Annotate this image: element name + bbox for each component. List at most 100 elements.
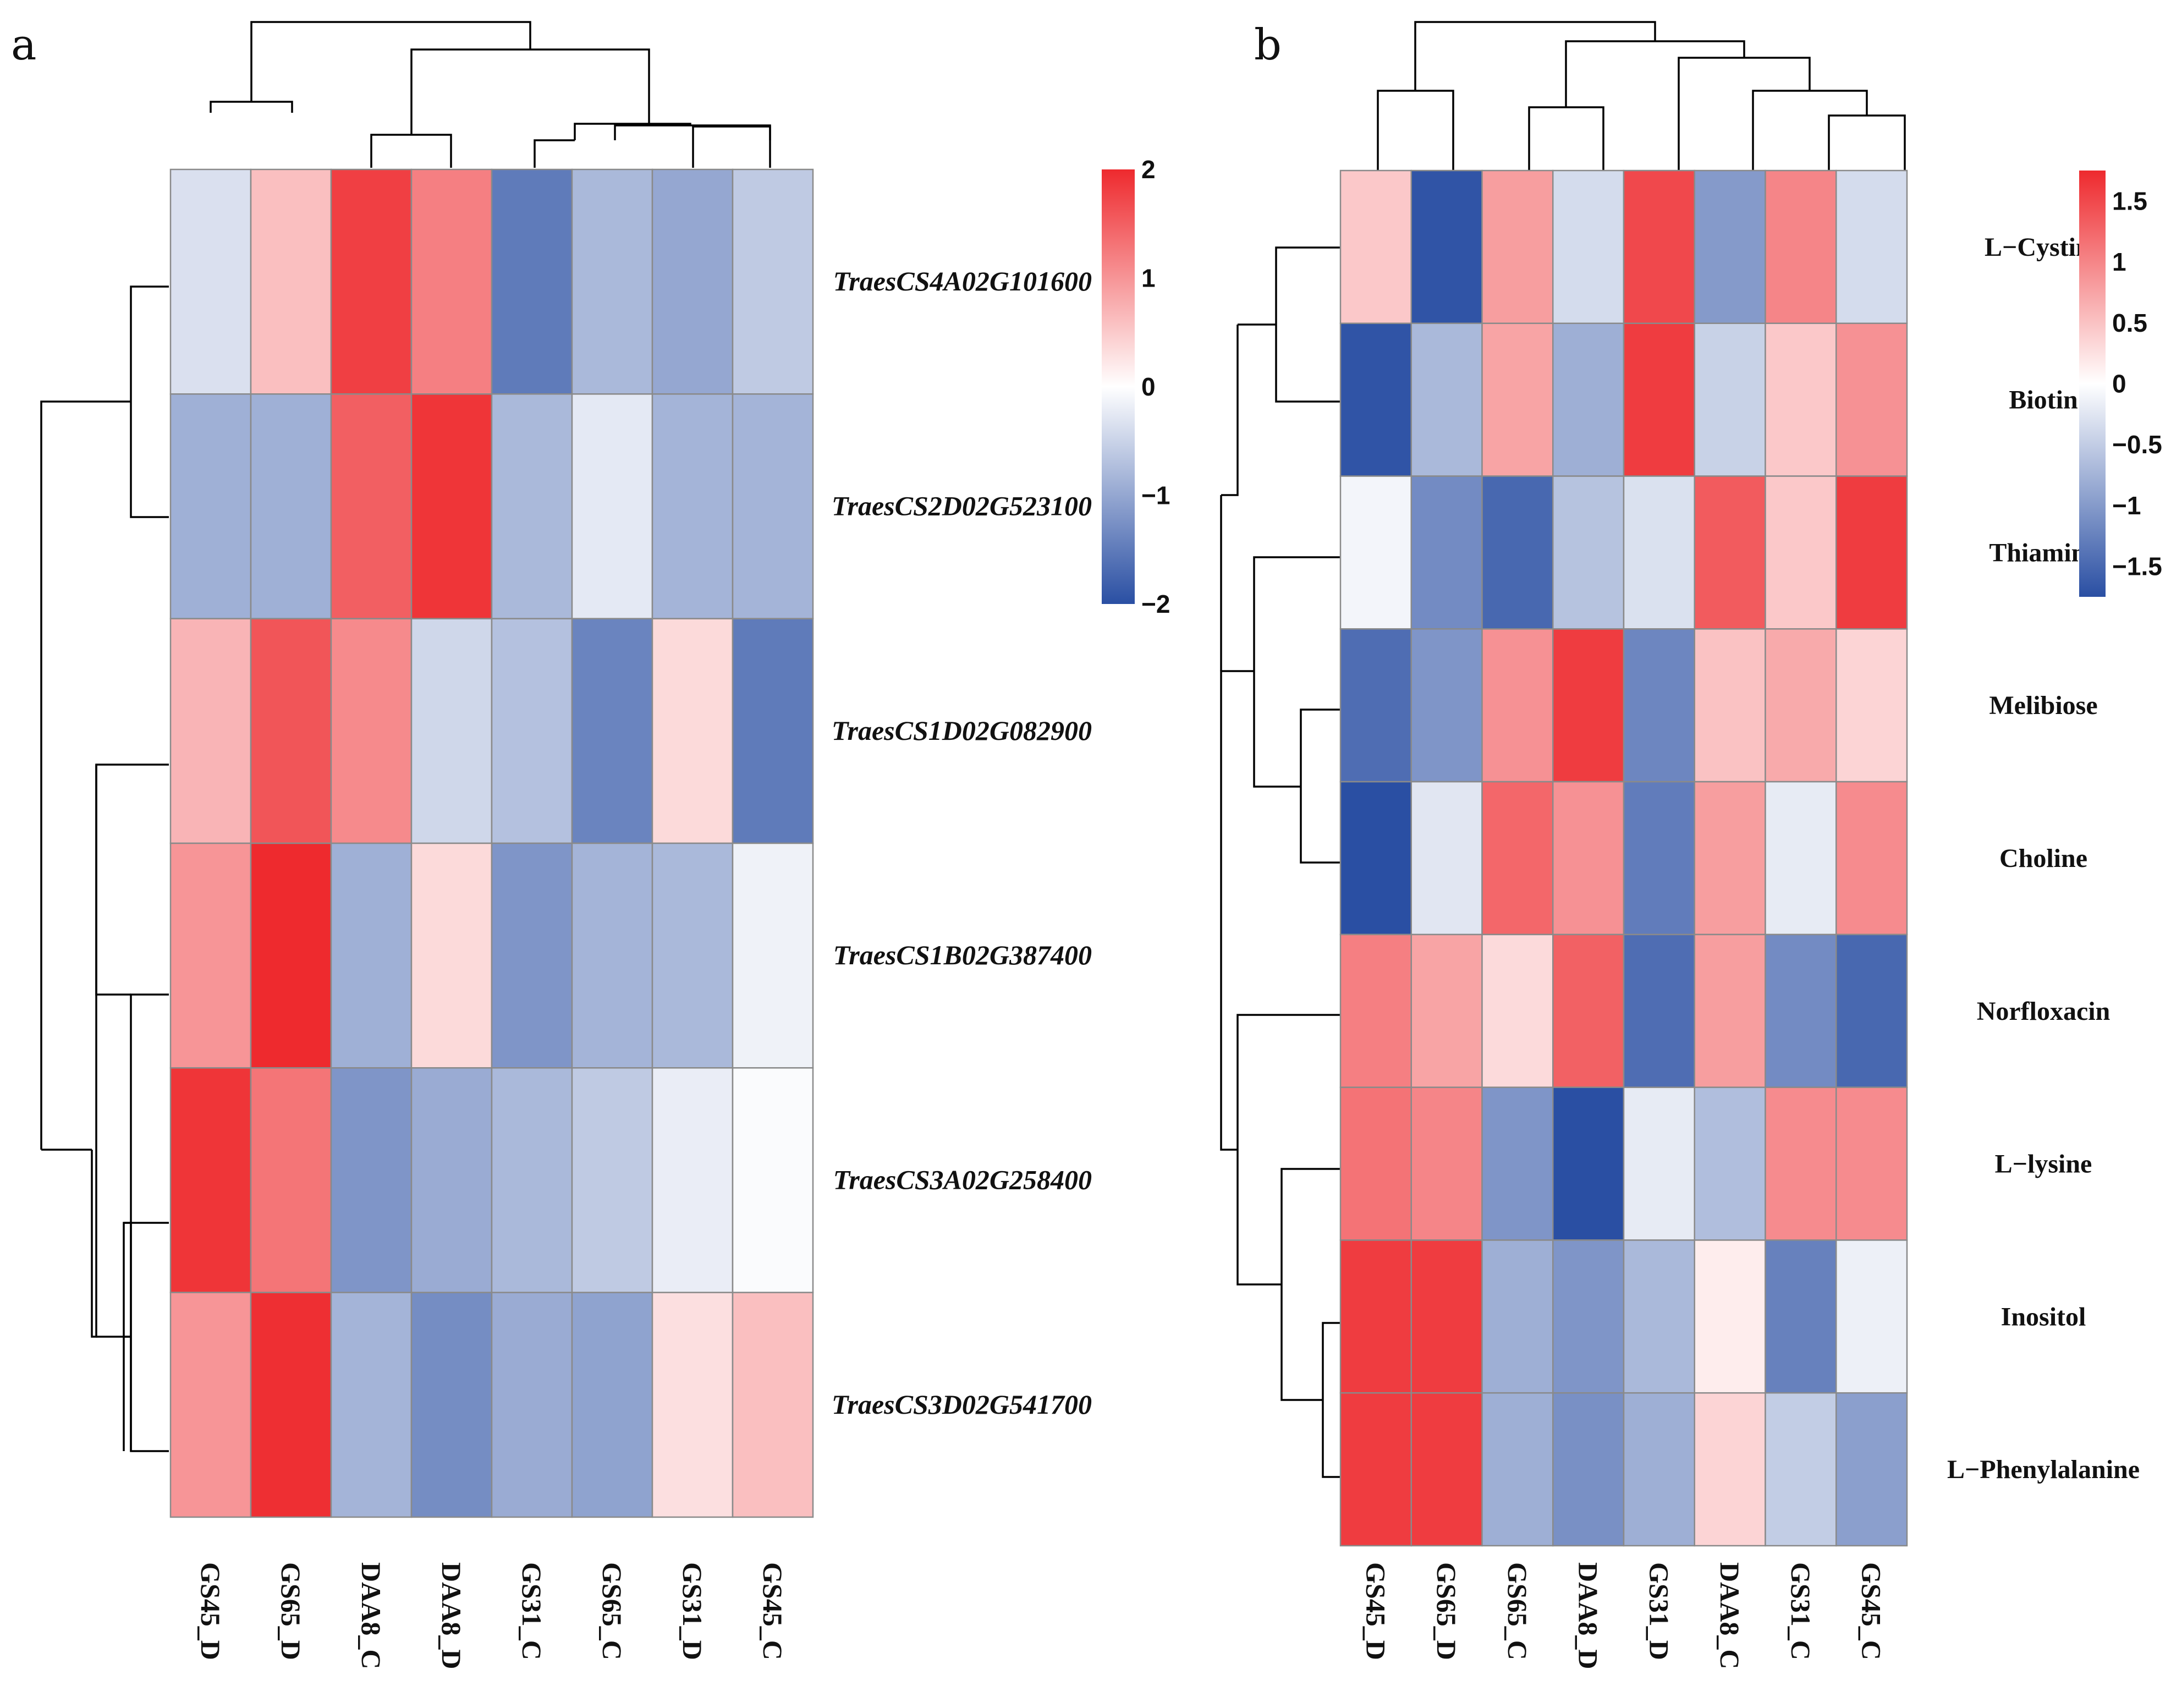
- heatmap-cell-b-0-1: [1410, 169, 1483, 325]
- heatmap-cell-b-8-6: [1765, 1392, 1837, 1547]
- heatmap-cell-b-7-6: [1765, 1239, 1837, 1394]
- column-label-b-2: GS65_C: [1502, 1562, 1533, 1660]
- column-label-a-2: DAA8_C: [356, 1562, 387, 1669]
- heatmap-cell-b-5-1: [1410, 933, 1483, 1088]
- heatmap-cell-a-5-6: [651, 1292, 734, 1518]
- column-dendrogram-a: [210, 21, 771, 168]
- heatmap-cell-b-7-0: [1339, 1239, 1412, 1394]
- row-dendrogram-a: [40, 285, 169, 1452]
- heatmap-cell-b-2-1: [1410, 475, 1483, 630]
- heatmap-cell-b-5-7: [1835, 933, 1908, 1088]
- heatmap-cell-a-4-1: [250, 1067, 332, 1293]
- heatmap-cell-a-5-3: [410, 1292, 493, 1518]
- heatmap-cell-b-8-1: [1410, 1392, 1483, 1547]
- heatmap-cell-b-2-6: [1765, 475, 1837, 630]
- heatmap-cell-b-5-4: [1623, 933, 1695, 1088]
- heatmap-cell-b-7-1: [1410, 1239, 1483, 1394]
- heatmap-cell-a-4-7: [732, 1067, 814, 1293]
- heatmap-cell-b-2-0: [1339, 475, 1412, 630]
- heatmap-cell-a-5-2: [330, 1292, 413, 1518]
- heatmap-cell-a-2-7: [732, 618, 814, 844]
- heatmap-cell-b-3-2: [1481, 628, 1554, 783]
- heatmap-grid-b: [1339, 169, 1908, 1547]
- legend-tick-a-2: 0: [1141, 372, 1156, 401]
- heatmap-cell-b-2-2: [1481, 475, 1554, 630]
- column-label-b-1: GS65_D: [1431, 1562, 1462, 1660]
- heatmap-cell-a-4-0: [169, 1067, 252, 1293]
- heatmap-cell-a-4-5: [571, 1067, 653, 1293]
- heatmap-cell-a-0-1: [250, 168, 332, 395]
- heatmap-cell-b-8-4: [1623, 1392, 1695, 1547]
- heatmap-cell-b-4-7: [1835, 781, 1908, 936]
- heatmap-cell-b-5-6: [1765, 933, 1837, 1088]
- column-labels-b: GS45_D GS65_D GS65_C DAA8_D GS31_D DAA8_C GS31…: [1360, 1562, 1887, 1669]
- legend-tick-b-2: 0.5: [2112, 309, 2147, 337]
- legend-bar-b: [2079, 171, 2106, 597]
- heatmap-cell-b-0-0: [1339, 169, 1412, 325]
- row-label-b-8: L−Phenylalanine: [1947, 1455, 2140, 1484]
- heatmap-cell-b-6-3: [1552, 1086, 1625, 1241]
- heatmap-cell-a-1-3: [410, 393, 493, 619]
- row-labels-a: TraesCS4A02G101600 TraesCS2D02G523100 Trae…: [832, 266, 1092, 1420]
- heatmap-cell-b-1-6: [1765, 322, 1837, 477]
- heatmap-cell-a-1-0: [169, 393, 252, 619]
- column-label-b-4: GS31_D: [1644, 1562, 1674, 1660]
- legend-tick-b-3: 0: [2112, 370, 2126, 398]
- heatmap-grid-a: [169, 168, 814, 1518]
- heatmap-cell-b-4-2: [1481, 781, 1554, 936]
- heatmap-cell-a-3-7: [732, 842, 814, 1069]
- heatmap-cell-b-1-1: [1410, 322, 1483, 477]
- row-label-a-3: TraesCS1B02G387400: [833, 940, 1092, 970]
- row-labels-b: L−CystineBiotinThiamineMelibioseCholineN…: [1947, 233, 2140, 1484]
- row-dendrogram-b: [1220, 246, 1340, 1478]
- column-label-b-6: GS31_C: [1785, 1562, 1816, 1660]
- heatmap-cell-b-3-6: [1765, 628, 1837, 783]
- heatmap-cell-b-8-2: [1481, 1392, 1554, 1547]
- heatmap-cell-b-0-7: [1835, 169, 1908, 325]
- heatmap-cell-b-1-4: [1623, 322, 1695, 477]
- heatmap-cell-b-2-4: [1623, 475, 1695, 630]
- heatmap-cell-a-3-6: [651, 842, 734, 1069]
- heatmap-cell-b-5-3: [1552, 933, 1625, 1088]
- row-label-a-0: TraesCS4A02G101600: [833, 266, 1092, 296]
- row-label-b-3: Melibiose: [1989, 691, 2097, 720]
- heatmap-cell-a-1-2: [330, 393, 413, 619]
- heatmap-cell-a-1-4: [491, 393, 573, 619]
- heatmap-cell-b-7-7: [1835, 1239, 1908, 1394]
- heatmap-cell-a-2-6: [651, 618, 734, 844]
- column-labels-a: GS45_D GS65_D DAA8_C DAA8_D GS31_C GS65_C GS31…: [195, 1562, 788, 1669]
- column-label-a-1: GS65_D: [276, 1562, 306, 1660]
- heatmap-cell-a-0-7: [732, 168, 814, 395]
- heatmap-cell-b-6-1: [1410, 1086, 1483, 1241]
- panel-b-letter: b: [1254, 20, 1282, 70]
- heatmap-cell-b-4-4: [1623, 781, 1695, 936]
- heatmap-cell-b-1-0: [1339, 322, 1412, 477]
- heatmap-cell-b-3-1: [1410, 628, 1483, 783]
- heatmap-cell-b-7-3: [1552, 1239, 1625, 1394]
- column-label-a-0: GS45_D: [195, 1562, 226, 1660]
- heatmap-cell-a-3-1: [250, 842, 332, 1069]
- heatmap-cell-a-0-2: [330, 168, 413, 395]
- column-label-b-7: GS45_C: [1856, 1562, 1887, 1660]
- heatmap-cell-b-0-6: [1765, 169, 1837, 325]
- heatmap-cell-b-3-4: [1623, 628, 1695, 783]
- heatmap-cell-b-5-0: [1339, 933, 1412, 1088]
- row-label-b-6: L−lysine: [1995, 1150, 2092, 1179]
- heatmap-cell-a-1-1: [250, 393, 332, 619]
- heatmap-cell-b-4-1: [1410, 781, 1483, 936]
- heatmap-cell-a-3-5: [571, 842, 653, 1069]
- legend-ticks-b: 1.5 1 0.5 0 −0.5 −1 −1.5: [2112, 186, 2162, 580]
- row-label-a-5: TraesCS3D02G541700: [832, 1389, 1092, 1420]
- heatmap-cell-b-4-6: [1765, 781, 1837, 936]
- column-dendrogram-b: [1377, 21, 1906, 171]
- column-label-a-4: GS31_C: [516, 1562, 547, 1660]
- heatmap-cell-b-0-2: [1481, 169, 1554, 325]
- heatmap-cell-b-2-7: [1835, 475, 1908, 630]
- heatmap-cell-b-0-4: [1623, 169, 1695, 325]
- heatmap-cell-a-5-1: [250, 1292, 332, 1518]
- legend-tick-b-4: −0.5: [2112, 430, 2162, 459]
- legend-tick-b-6: −1.5: [2112, 552, 2162, 581]
- panel-a-letter: a: [11, 20, 37, 70]
- heatmap-cell-b-1-7: [1835, 322, 1908, 477]
